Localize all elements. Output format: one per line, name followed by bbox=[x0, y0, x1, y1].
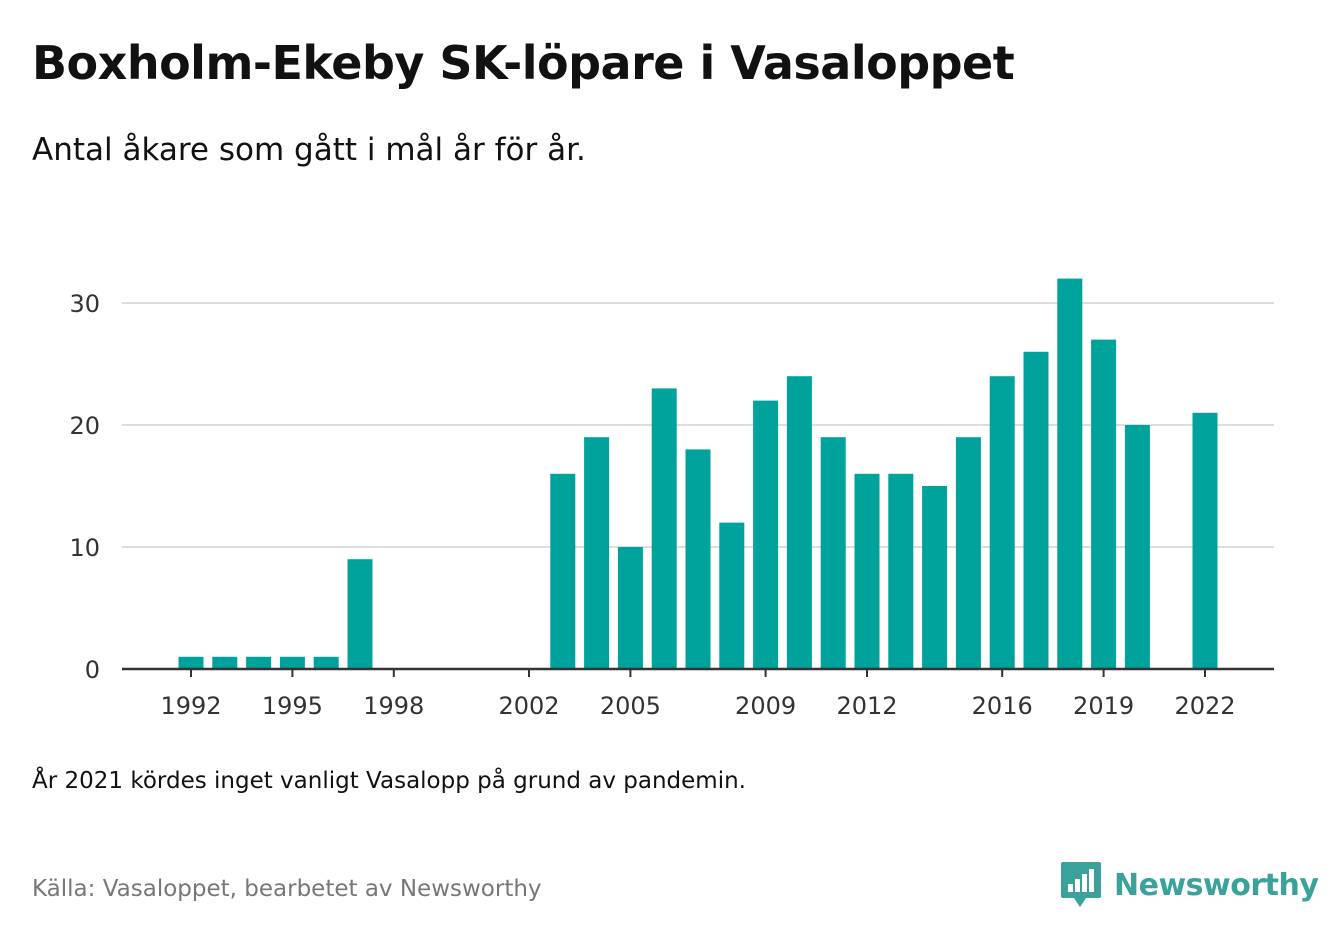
x-tick-label: 1995 bbox=[262, 692, 323, 720]
bar-2011 bbox=[820, 437, 846, 669]
bar-2020 bbox=[1124, 425, 1150, 669]
bar-2004 bbox=[584, 437, 610, 669]
x-tick-label: 2012 bbox=[836, 692, 897, 720]
bar-2006 bbox=[651, 388, 677, 669]
x-axis: 1992 1995 1998 2002 2005 2009 2012 2016 2019 2022 bbox=[122, 667, 1274, 720]
bar-2014 bbox=[922, 486, 948, 669]
bar-2008 bbox=[719, 522, 745, 669]
bar-1995 bbox=[279, 656, 305, 669]
bar-1996 bbox=[313, 656, 339, 669]
bar-2013 bbox=[888, 473, 914, 669]
x-tick-label: 2002 bbox=[498, 692, 559, 720]
y-tick-label: 20 bbox=[69, 412, 100, 440]
bars bbox=[178, 278, 1218, 669]
x-tick-label: 2022 bbox=[1174, 692, 1235, 720]
y-tick-label: 10 bbox=[69, 534, 100, 562]
bar-2015 bbox=[955, 437, 981, 669]
bar-2012 bbox=[854, 473, 880, 669]
source-credit: Källa: Vasaloppet, bearbetet av Newswort… bbox=[32, 876, 542, 902]
newsworthy-logo-icon bbox=[1061, 862, 1101, 907]
y-tick-label: 30 bbox=[69, 290, 100, 318]
bar-1993 bbox=[212, 656, 238, 669]
y-tick-label: 0 bbox=[85, 656, 100, 684]
x-tick-label: 2016 bbox=[972, 692, 1033, 720]
bar-2018 bbox=[1057, 278, 1083, 669]
brand-name: Newsworthy bbox=[1114, 867, 1319, 903]
bar-2007 bbox=[685, 449, 711, 669]
chart-subtitle: Antal åkare som gått i mål år för år. bbox=[32, 132, 586, 168]
x-tick-label: 1998 bbox=[363, 692, 424, 720]
x-tick-label: 2019 bbox=[1073, 692, 1134, 720]
chart-title: Boxholm-Ekeby SK-löpare i Vasaloppet bbox=[32, 36, 1015, 90]
chart-note: År 2021 kördes inget vanligt Vasalopp på… bbox=[32, 768, 746, 794]
y-axis-labels: 0 10 20 30 bbox=[69, 290, 100, 684]
bar-2016 bbox=[989, 376, 1015, 669]
bar-1997 bbox=[347, 559, 373, 669]
bar-2009 bbox=[753, 400, 779, 669]
bar-2022 bbox=[1192, 412, 1218, 669]
bar-chart: 1992 1995 1998 2002 2005 2009 2012 2016 2019 2022… bbox=[69, 278, 1274, 720]
x-tick-label: 2009 bbox=[735, 692, 796, 720]
brand-logo[interactable]: Newsworthy bbox=[1060, 860, 1319, 910]
x-tick-label: 2005 bbox=[600, 692, 661, 720]
bar-2010 bbox=[786, 376, 812, 669]
bar-2019 bbox=[1091, 339, 1117, 669]
bar-2005 bbox=[617, 547, 643, 669]
bar-2017 bbox=[1023, 351, 1049, 669]
x-tick-label: 1992 bbox=[160, 692, 221, 720]
bar-1992 bbox=[178, 656, 204, 669]
bar-1994 bbox=[246, 656, 272, 669]
bar-2003 bbox=[550, 473, 576, 669]
